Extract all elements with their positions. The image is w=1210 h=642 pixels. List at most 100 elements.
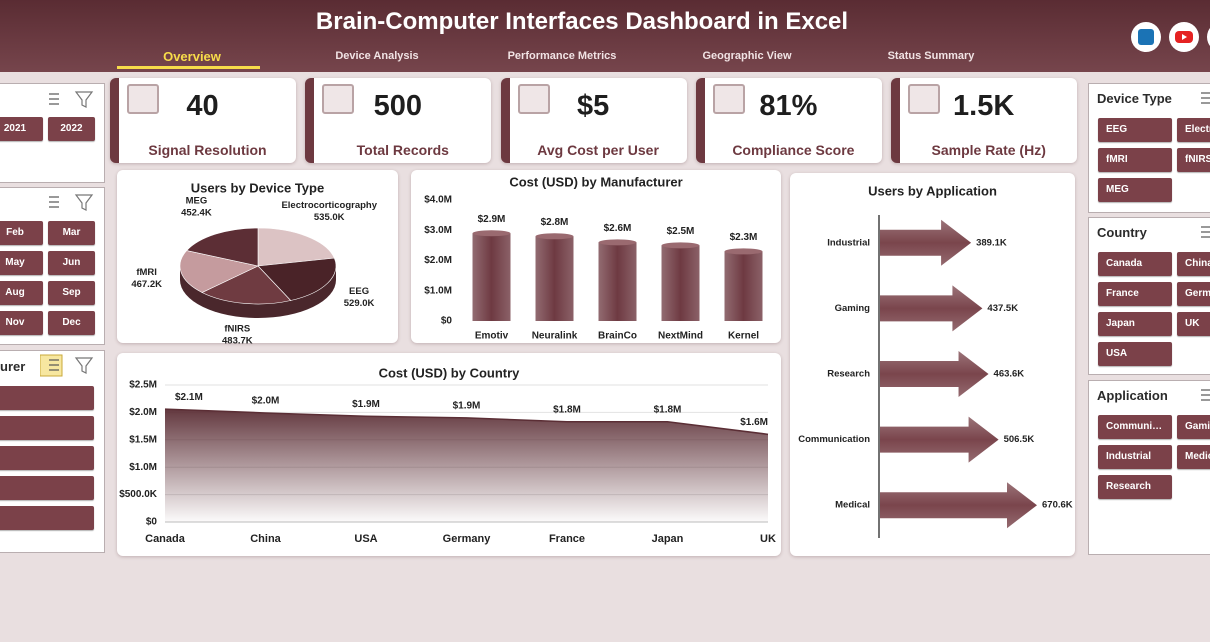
nav-tab[interactable]: Status Summary bbox=[887, 50, 975, 62]
slicer-button[interactable]: China bbox=[1177, 252, 1210, 276]
y-tick-label: $2.5M bbox=[129, 380, 157, 391]
kpi-label: Signal Resolution bbox=[148, 142, 267, 158]
arrow-bar bbox=[880, 351, 989, 397]
slicer-icons bbox=[40, 354, 94, 377]
x-tick-label: Neuralink bbox=[532, 331, 578, 342]
pie-value-label: 529.0K bbox=[344, 298, 375, 309]
slicer-button[interactable]: May bbox=[0, 251, 43, 275]
clear-filter-icon[interactable] bbox=[74, 194, 94, 211]
bar bbox=[535, 236, 574, 321]
clear-filter-icon[interactable] bbox=[74, 91, 94, 108]
x-tick-label: Emotiv bbox=[475, 331, 509, 342]
slicer-button[interactable]: USA bbox=[1098, 342, 1172, 366]
pie-label: Electrocorticography bbox=[281, 200, 377, 211]
slicer-button[interactable]: Dec bbox=[48, 311, 95, 335]
slicer-button[interactable]: UK bbox=[1177, 312, 1210, 336]
x-tick-label: BrainCo bbox=[598, 331, 637, 342]
slicer-button[interactable]: Canada bbox=[1098, 252, 1172, 276]
slicer-button[interactable]: Germany bbox=[1177, 282, 1210, 306]
slicer-button[interactable]: Japan bbox=[1098, 312, 1172, 336]
kpi-label: Sample Rate (Hz) bbox=[931, 142, 1046, 158]
y-tick-label: $4.0M bbox=[424, 195, 452, 206]
pie-label: fNIRS bbox=[224, 324, 250, 335]
clear-filter-icon[interactable] bbox=[74, 357, 94, 374]
y-tick-label: $2.0M bbox=[424, 255, 452, 266]
slicer-button[interactable]: 2021 bbox=[0, 117, 43, 141]
dashboard-title: Brain-Computer Interfaces Dashboard in E… bbox=[315, 8, 849, 35]
slicer-button[interactable]: Aug bbox=[0, 281, 43, 305]
kpi-value: 81% bbox=[759, 90, 818, 122]
slicer-button[interactable]: 2022 bbox=[48, 117, 95, 141]
x-tick-label: USA bbox=[354, 533, 377, 545]
nav-tab[interactable]: Device Analysis bbox=[335, 50, 419, 62]
slicer-button[interactable] bbox=[0, 446, 94, 470]
arrow-bar bbox=[880, 285, 983, 332]
kpi-card: 1.5K Sample Rate (Hz) bbox=[891, 78, 1078, 163]
pie-slice bbox=[186, 227, 259, 267]
slicer-button[interactable]: Gaming bbox=[1177, 415, 1210, 439]
bar-cap bbox=[724, 248, 763, 255]
chart-title: Users by Application bbox=[868, 183, 997, 198]
value-label: 670.6K bbox=[1042, 500, 1073, 511]
kpi-value: 500 bbox=[373, 90, 422, 122]
bar-cap bbox=[598, 239, 637, 246]
slicer-button[interactable]: Jun bbox=[48, 251, 95, 275]
slicer-button[interactable]: Medical bbox=[1177, 445, 1210, 469]
y-tick-label: Medical bbox=[835, 500, 870, 511]
nav-tab[interactable]: Overview bbox=[163, 49, 221, 64]
value-label: $2.5M bbox=[667, 226, 695, 237]
x-tick-label: Canada bbox=[145, 533, 186, 545]
value-label: $2.3M bbox=[730, 232, 758, 243]
slicer-button[interactable]: Mar bbox=[48, 221, 95, 245]
kpi-card: 81% Compliance Score bbox=[695, 78, 882, 163]
slicer-button[interactable]: Communication bbox=[1098, 415, 1172, 439]
value-label: $2.0M bbox=[252, 396, 280, 407]
slicer-button[interactable]: France bbox=[1098, 282, 1172, 306]
chart-title: Cost (USD) by Country bbox=[379, 365, 521, 380]
slicer-button[interactable]: fMRI bbox=[1098, 148, 1172, 172]
kpi-label: Avg Cost per User bbox=[537, 142, 659, 158]
value-label: $2.9M bbox=[478, 214, 506, 225]
bar bbox=[472, 233, 511, 321]
slicer-icons bbox=[1201, 389, 1210, 401]
value-label: 389.1K bbox=[976, 237, 1007, 248]
y-tick-label: $1.5M bbox=[129, 434, 157, 445]
slicer-button[interactable]: Research bbox=[1098, 475, 1172, 499]
active-tab-underline bbox=[117, 66, 260, 69]
nav-tab[interactable]: Geographic View bbox=[702, 50, 792, 62]
value-label: 506.5K bbox=[1004, 434, 1035, 445]
slicer-title: Device Type bbox=[1097, 91, 1172, 106]
slicer-button[interactable]: Nov bbox=[0, 311, 43, 335]
slicer-button[interactable]: fNIRS bbox=[1177, 148, 1210, 172]
x-tick-label: Germany bbox=[443, 533, 492, 545]
slicer-button[interactable] bbox=[0, 476, 94, 500]
y-tick-label: Communication bbox=[798, 434, 870, 445]
more-icon[interactable] bbox=[1207, 22, 1210, 52]
y-tick-label: $500.0K bbox=[119, 489, 158, 500]
slicer-icons bbox=[49, 194, 94, 211]
value-label: 463.6K bbox=[994, 369, 1025, 380]
slicer-icons bbox=[1201, 226, 1210, 238]
slicer-button[interactable]: Electrocorticography bbox=[1177, 118, 1210, 142]
slicer-button[interactable]: Feb bbox=[0, 221, 43, 245]
kpi-label: Compliance Score bbox=[732, 142, 855, 158]
value-label: $1.9M bbox=[453, 401, 481, 412]
slicer-button[interactable] bbox=[0, 416, 94, 440]
x-tick-label: Kernel bbox=[728, 331, 759, 342]
value-label: $2.8M bbox=[541, 217, 569, 228]
slicer-button[interactable]: Sep bbox=[48, 281, 95, 305]
bar-cap bbox=[472, 230, 511, 237]
slicer-button[interactable] bbox=[0, 386, 94, 410]
y-tick-label: $3.0M bbox=[424, 225, 452, 236]
slicer-title: Country bbox=[1097, 225, 1147, 240]
slicer-button[interactable]: MEG bbox=[1098, 178, 1172, 202]
area-line bbox=[164, 408, 769, 436]
slicer-button[interactable]: EEG bbox=[1098, 118, 1172, 142]
nav-tab[interactable]: Performance Metrics bbox=[507, 50, 617, 62]
y-tick-label: $0 bbox=[146, 517, 158, 528]
pie-slice bbox=[179, 250, 259, 293]
chart-title: Users by Device Type bbox=[191, 180, 324, 195]
slicer-button[interactable] bbox=[0, 506, 94, 530]
slicer-button[interactable]: Industrial bbox=[1098, 445, 1172, 469]
pie-value-label: 535.0K bbox=[314, 212, 345, 223]
